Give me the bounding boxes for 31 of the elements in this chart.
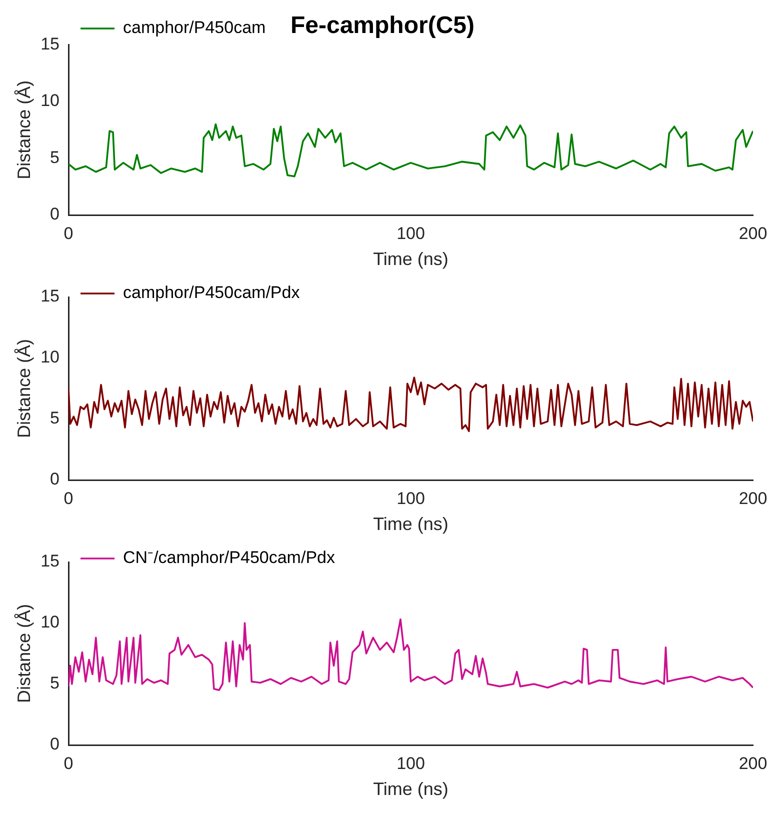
y-tick-label: 5 [50, 408, 60, 428]
y-axis-title: Distance (Å) [14, 604, 34, 704]
y-tick-label: 10 [40, 348, 60, 367]
x-tick-label: 200 [738, 224, 768, 243]
y-tick-label: 5 [50, 148, 60, 167]
y-tick-label: 0 [50, 204, 60, 224]
y-tick-label: 15 [40, 286, 60, 306]
x-tick-label: 0 [64, 754, 74, 773]
x-tick-label: 0 [64, 224, 74, 243]
x-tick-label: 100 [396, 224, 425, 243]
x-tick-label: 100 [396, 488, 425, 508]
x-axis-title: Time (ns) [373, 249, 448, 270]
y-tick-label: 5 [50, 674, 60, 693]
x-axis-title: Time (ns) [373, 514, 448, 534]
y-axis-title: Distance (Å) [14, 80, 34, 180]
y-tick-label: 15 [40, 552, 60, 571]
y-tick-label: 10 [40, 91, 60, 110]
x-tick-label: 0 [64, 488, 74, 508]
y-tick-label: 15 [40, 34, 60, 54]
x-axis-title: Time (ns) [373, 779, 448, 800]
legend-label: camphor/P450cam/Pdx [123, 283, 300, 302]
y-tick-label: 0 [50, 470, 60, 489]
y-axis-title: Distance (Å) [14, 338, 34, 438]
x-tick-label: 200 [738, 488, 768, 508]
y-tick-label: 10 [40, 612, 60, 632]
x-tick-label: 200 [738, 754, 768, 773]
chart-title: Fe-camphor(C5) [290, 12, 475, 40]
y-tick-label: 0 [50, 734, 60, 754]
legend-label: CN⁻/camphor/P450cam/Pdx [123, 548, 336, 568]
x-tick-label: 100 [396, 754, 425, 773]
legend-label: camphor/P450cam [123, 18, 266, 38]
